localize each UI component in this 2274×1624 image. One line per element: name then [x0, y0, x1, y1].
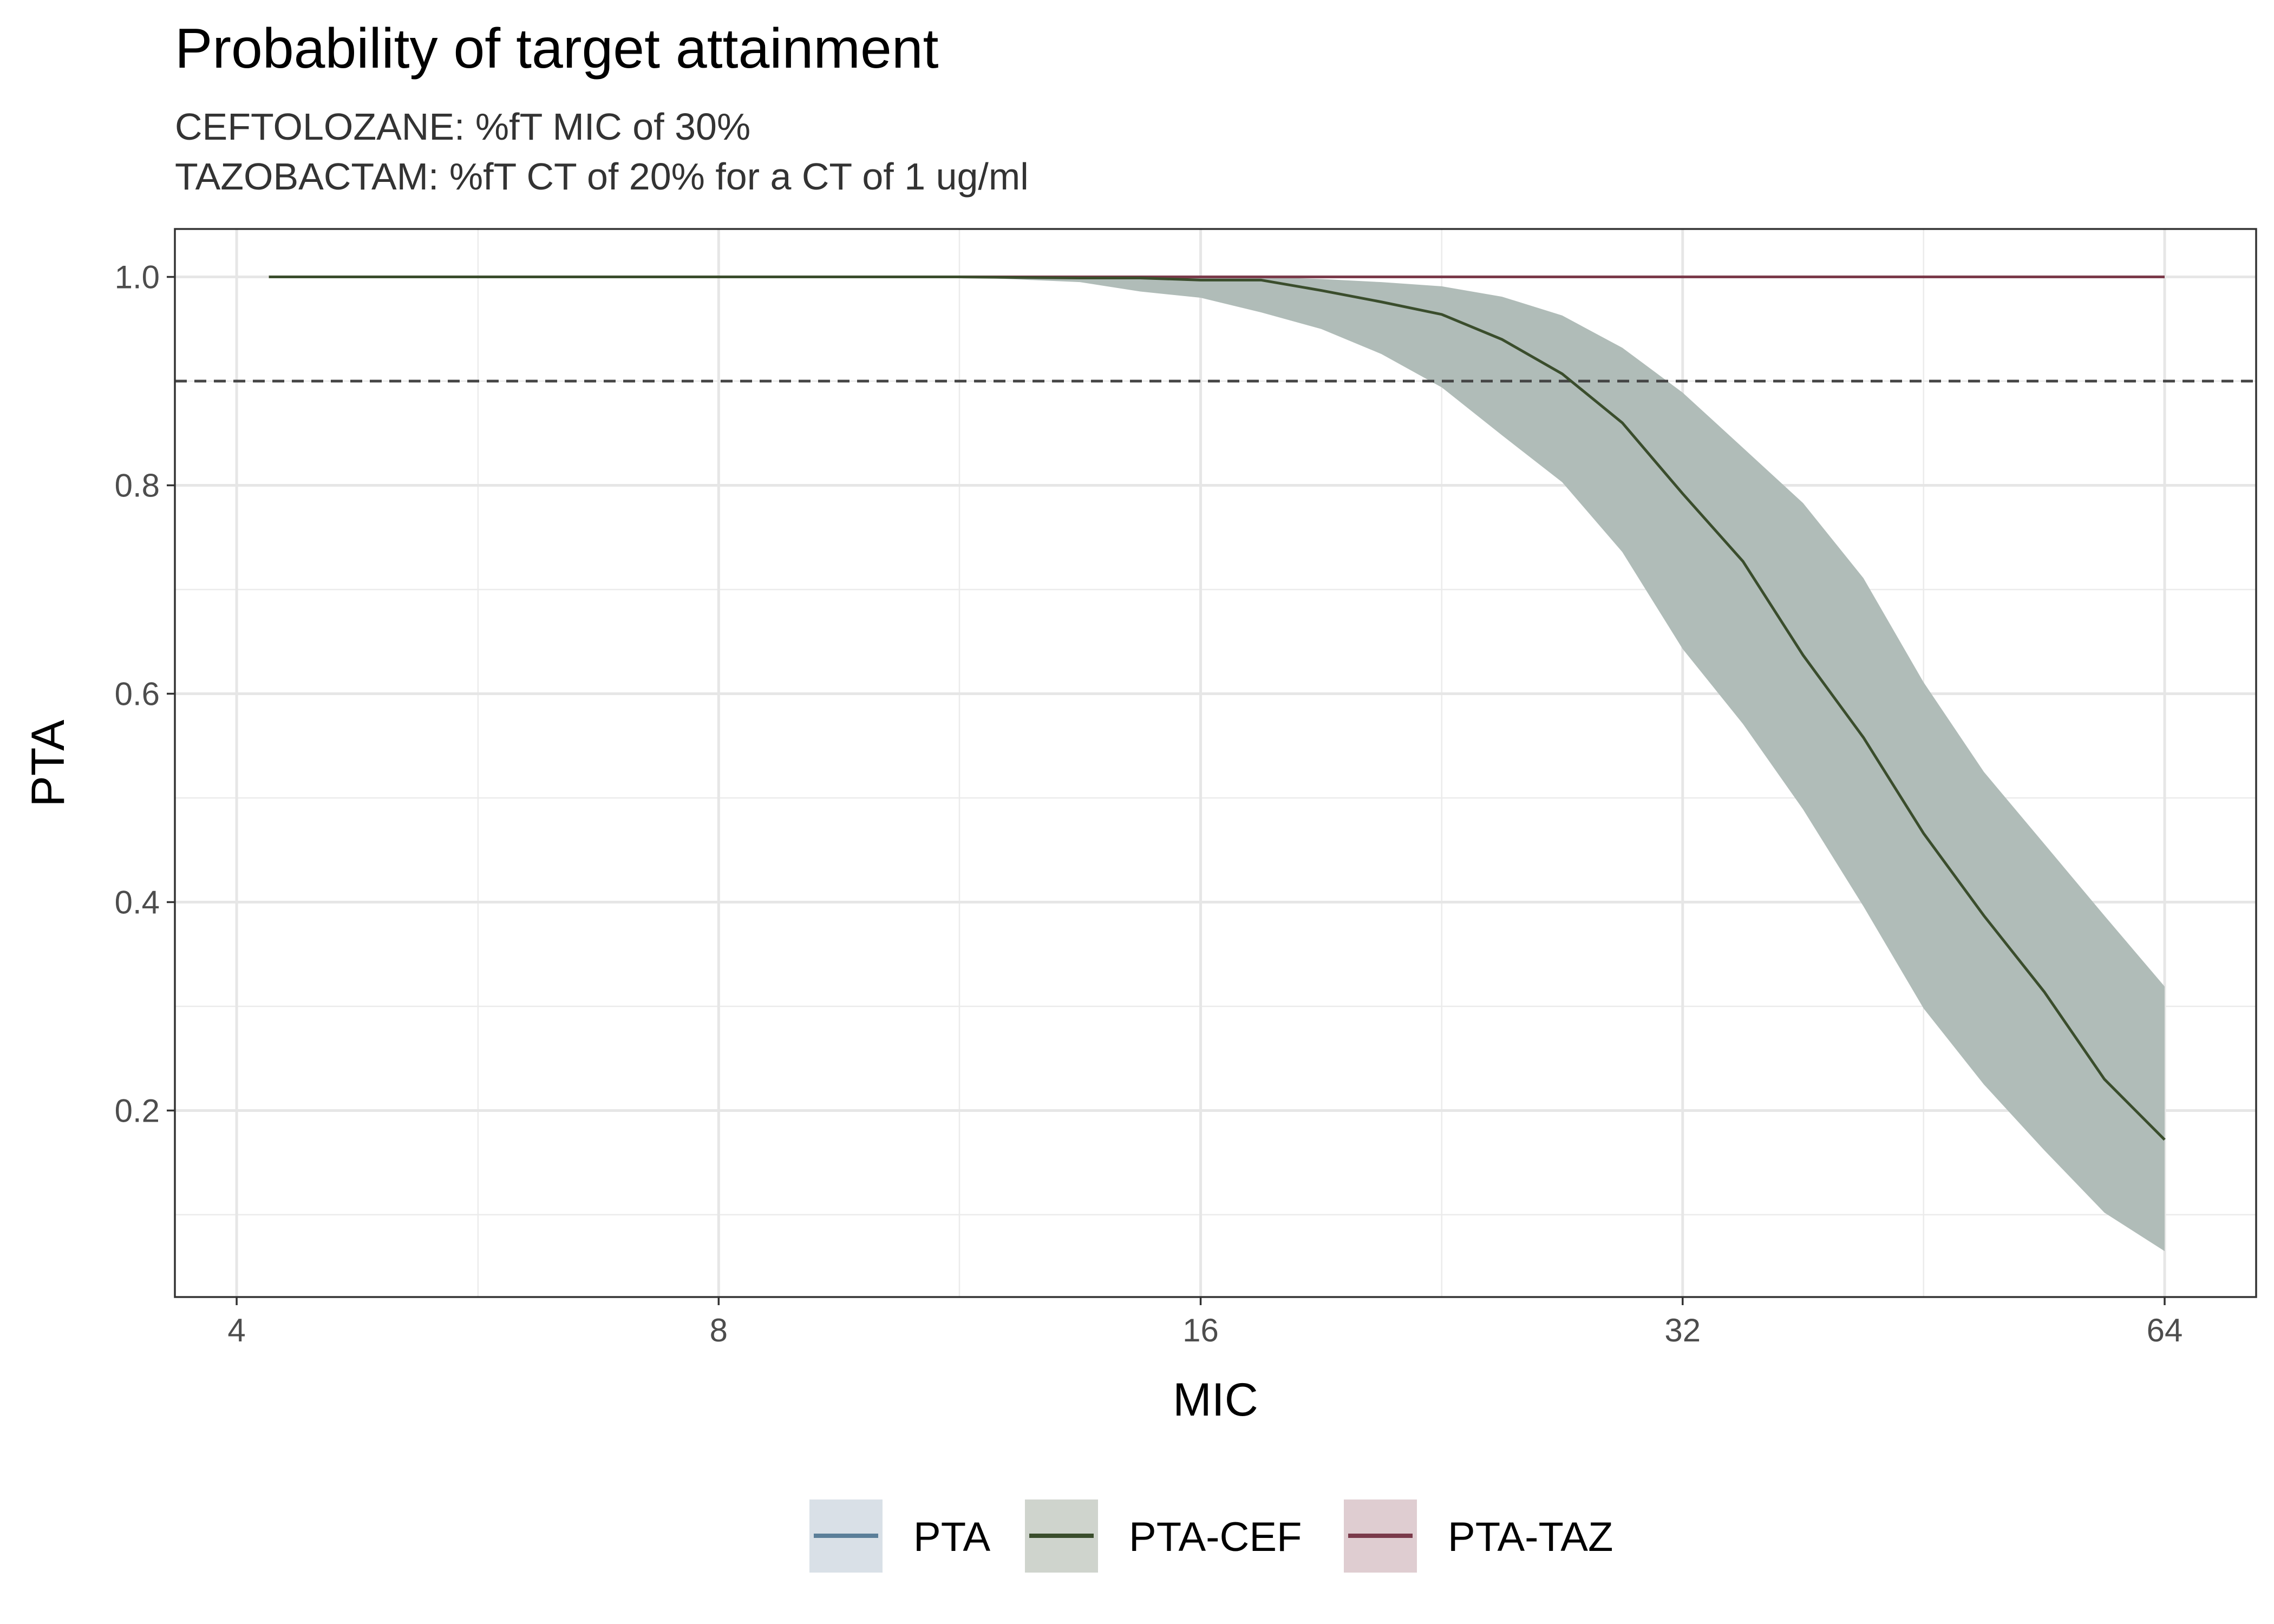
- y-tick-label: 1.0: [115, 259, 160, 296]
- x-tick-label: 64: [2147, 1312, 2183, 1348]
- legend: PTA PTA-CEF PTA-TAZ: [809, 1499, 1613, 1573]
- axes: 4 8 16 32 64 0.2 0.4 0.6 0.8 1.0: [115, 259, 2183, 1348]
- legend-label: PTA: [913, 1514, 990, 1560]
- x-tick-label: 8: [710, 1312, 728, 1348]
- chart-title: Probability of target attainment: [175, 17, 939, 80]
- x-tick-label: 16: [1182, 1312, 1219, 1348]
- y-tick-label: 0.6: [115, 676, 160, 712]
- x-axis-title: MIC: [1173, 1374, 1258, 1426]
- y-tick-label: 0.2: [115, 1092, 160, 1129]
- panel-border: [174, 228, 2257, 1298]
- series-line-pta-cef: [269, 276, 2166, 1141]
- y-tick-label: 0.4: [115, 884, 160, 920]
- y-tick-label: 0.8: [115, 468, 160, 504]
- chart-subtitle-line-1: CEFTOLOZANE: %fT MIC of 30%: [175, 106, 750, 148]
- x-tick-label: 4: [227, 1312, 245, 1348]
- x-tick-label: 32: [1664, 1312, 1701, 1348]
- legend-label: PTA-TAZ: [1448, 1514, 1613, 1560]
- legend-label: PTA-CEF: [1129, 1514, 1302, 1560]
- plot-marks: [175, 276, 2256, 1252]
- y-axis-title: PTA: [22, 719, 74, 807]
- ribbon-pta-cef: [269, 277, 2165, 1252]
- chart-subtitle-line-2: TAZOBACTAM: %fT CT of 20% for a CT of 1 …: [175, 155, 1029, 198]
